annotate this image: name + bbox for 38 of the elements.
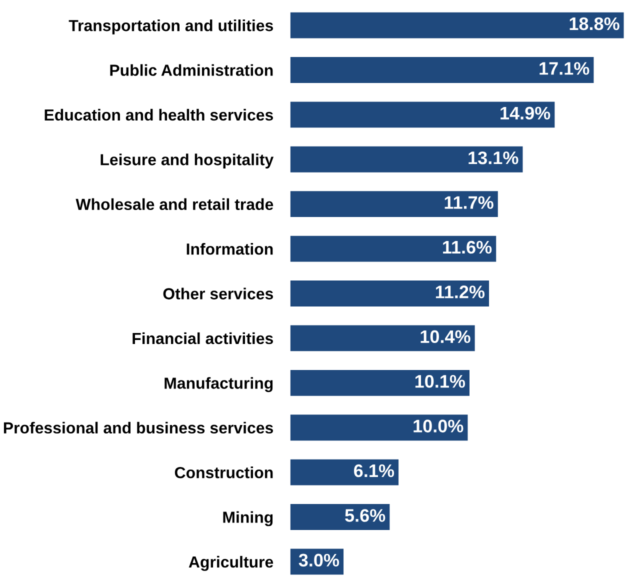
- bar: [290, 325, 475, 352]
- y-tick-label: Wholesale and retail trade: [76, 198, 274, 210]
- bar: [290, 504, 390, 530]
- bar: [290, 280, 490, 306]
- y-tick-label: Financial activities: [132, 332, 273, 344]
- bar: [290, 191, 498, 218]
- data-label: 10.4%: [420, 330, 470, 344]
- data-label: 18.8%: [570, 17, 620, 30]
- bar: [290, 414, 468, 441]
- data-label: 6.1%: [354, 464, 394, 478]
- data-label: 17.1%: [540, 62, 590, 75]
- y-tick-label: Agriculture: [188, 556, 274, 571]
- y-tick-label: Transportation and utilities: [68, 20, 273, 34]
- y-tick-label: Manufacturing: [164, 377, 273, 392]
- data-label: 3.0%: [298, 554, 340, 567]
- bar: [290, 459, 399, 486]
- data-label: 14.9%: [500, 106, 550, 120]
- bar: [290, 57, 594, 83]
- y-tick-label: Leisure and hospitality: [100, 154, 274, 168]
- data-label: 11.7%: [444, 196, 494, 209]
- y-tick-label: Mining: [223, 511, 273, 526]
- data-label: 13.1%: [468, 151, 518, 164]
- y-tick-label: Professional and business services: [4, 422, 273, 434]
- bar: [290, 146, 523, 172]
- y-tick-label: Public Administration: [110, 64, 273, 76]
- bar: [290, 236, 496, 262]
- bar: [290, 370, 470, 396]
- y-tick-label: Other services: [163, 288, 273, 300]
- data-label: 10.0%: [414, 420, 464, 432]
- data-label: 5.6%: [345, 509, 386, 522]
- data-label: 11.6%: [443, 240, 492, 254]
- y-tick-label: Education and health services: [44, 108, 273, 121]
- data-label: 10.1%: [415, 374, 466, 388]
- y-tick-label: Construction: [174, 466, 273, 478]
- bar: [290, 102, 555, 128]
- data-label: 11.2%: [436, 286, 485, 298]
- bar: [290, 12, 624, 38]
- y-tick-label: Information: [186, 243, 273, 255]
